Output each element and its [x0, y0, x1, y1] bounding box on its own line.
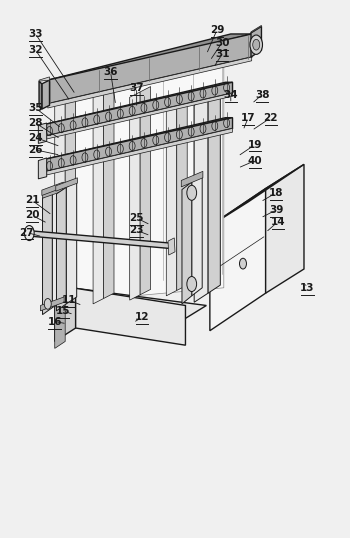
Polygon shape	[56, 187, 66, 311]
Circle shape	[250, 35, 262, 54]
Text: 32: 32	[28, 45, 43, 55]
Polygon shape	[168, 238, 175, 255]
Polygon shape	[38, 158, 47, 179]
Polygon shape	[210, 188, 266, 331]
Text: 34: 34	[223, 90, 238, 100]
Polygon shape	[177, 93, 187, 291]
Polygon shape	[251, 25, 261, 33]
Polygon shape	[55, 295, 65, 349]
Text: 20: 20	[25, 210, 39, 221]
Text: 39: 39	[269, 205, 283, 215]
Text: 12: 12	[135, 312, 149, 322]
Text: 13: 13	[300, 283, 315, 293]
Circle shape	[187, 277, 197, 292]
Polygon shape	[76, 36, 224, 301]
Polygon shape	[48, 34, 252, 80]
Polygon shape	[56, 178, 77, 191]
Polygon shape	[46, 93, 232, 139]
Text: 35: 35	[28, 103, 43, 113]
Polygon shape	[251, 26, 261, 57]
Text: 16: 16	[48, 316, 62, 327]
Text: 36: 36	[103, 67, 118, 76]
Text: 40: 40	[248, 155, 262, 166]
Polygon shape	[42, 80, 49, 109]
Polygon shape	[41, 297, 64, 311]
Polygon shape	[48, 34, 252, 104]
Polygon shape	[65, 73, 76, 301]
Polygon shape	[39, 81, 42, 109]
Polygon shape	[46, 118, 232, 159]
Text: 27: 27	[20, 228, 34, 237]
Polygon shape	[55, 288, 206, 318]
Circle shape	[25, 225, 34, 240]
Polygon shape	[266, 165, 304, 293]
Polygon shape	[46, 118, 232, 171]
Text: 24: 24	[28, 132, 43, 143]
Text: 28: 28	[28, 118, 43, 128]
Polygon shape	[130, 92, 140, 300]
Polygon shape	[181, 171, 203, 187]
Text: 23: 23	[130, 225, 144, 235]
Text: 15: 15	[56, 306, 70, 316]
Polygon shape	[25, 230, 172, 249]
Text: 21: 21	[25, 195, 39, 206]
Polygon shape	[46, 82, 232, 136]
Polygon shape	[46, 129, 232, 175]
Text: 17: 17	[241, 112, 256, 123]
Polygon shape	[208, 88, 220, 293]
Text: 38: 38	[255, 90, 270, 100]
Polygon shape	[48, 57, 252, 108]
Polygon shape	[43, 191, 52, 315]
Text: 22: 22	[264, 112, 278, 123]
Polygon shape	[192, 173, 202, 296]
Polygon shape	[46, 82, 232, 124]
Polygon shape	[52, 184, 63, 308]
Polygon shape	[55, 288, 76, 342]
Polygon shape	[210, 165, 304, 226]
Polygon shape	[93, 86, 104, 304]
Polygon shape	[104, 80, 114, 299]
Circle shape	[44, 299, 51, 309]
Text: 33: 33	[28, 29, 43, 39]
Polygon shape	[140, 87, 150, 295]
Text: 30: 30	[215, 38, 229, 47]
Polygon shape	[66, 180, 77, 304]
Polygon shape	[55, 79, 65, 307]
Text: 14: 14	[271, 217, 285, 227]
Circle shape	[253, 39, 260, 50]
Polygon shape	[166, 98, 177, 296]
Text: 25: 25	[130, 213, 144, 223]
Polygon shape	[194, 96, 208, 302]
Text: 29: 29	[210, 25, 224, 35]
Polygon shape	[43, 183, 63, 198]
Polygon shape	[38, 123, 47, 144]
Polygon shape	[42, 182, 63, 195]
Text: 19: 19	[248, 139, 262, 150]
Text: 37: 37	[130, 83, 144, 93]
Polygon shape	[76, 288, 186, 345]
Circle shape	[239, 258, 246, 269]
Polygon shape	[182, 182, 192, 304]
Text: 18: 18	[269, 188, 284, 198]
Text: 11: 11	[61, 295, 76, 305]
Text: 26: 26	[28, 145, 43, 155]
Text: 31: 31	[215, 49, 229, 59]
Circle shape	[187, 185, 197, 200]
Polygon shape	[39, 77, 49, 81]
